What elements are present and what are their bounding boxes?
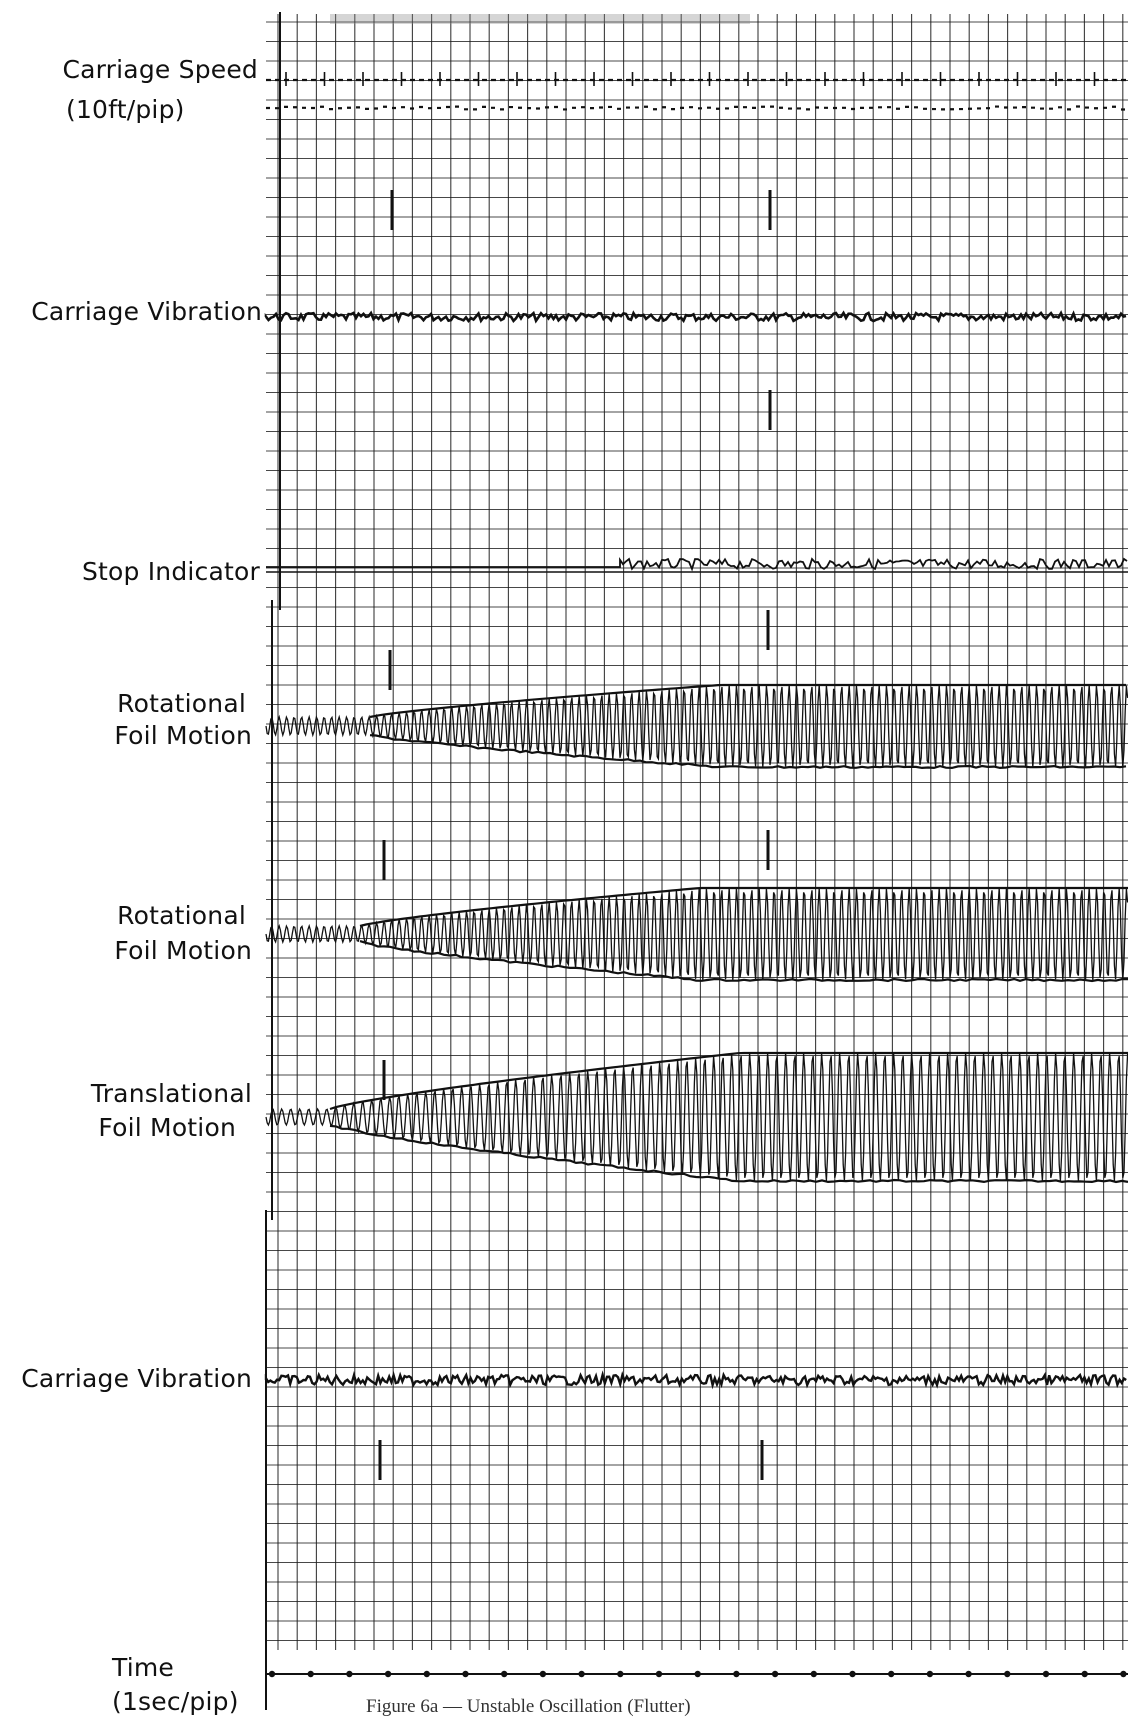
time-pip-3: [384, 1670, 392, 1678]
trace-rotational-foil-motion-1: [265, 685, 1128, 767]
time-pip-22: [1120, 1670, 1127, 1678]
time-pip-5: [462, 1670, 469, 1678]
trace-rotational-foil-motion-1-lower-envelope: [369, 734, 1127, 770]
time-pip-12: [733, 1670, 740, 1678]
label-foil-motion-3: Foil Motion: [98, 1113, 236, 1142]
time-pip-9: [617, 1670, 624, 1678]
time-pip-1: [307, 1670, 314, 1678]
label-carriage-vibration-top: Carriage Vibration: [31, 297, 262, 326]
time-pip-20: [1042, 1670, 1050, 1678]
trace-carriage-speed: [266, 78, 1126, 111]
trace-rotational-foil-motion-1-upper-envelope: [369, 683, 1126, 719]
time-pip-10: [655, 1670, 663, 1678]
time-pip-16: [888, 1670, 895, 1678]
label-carriage-speed: Carriage Speed: [62, 55, 258, 84]
time-pip-17: [926, 1670, 934, 1678]
time-pip-8: [578, 1670, 585, 1678]
time-pip-0: [268, 1670, 276, 1678]
trace-translational-foil-motion-lower-envelope: [329, 1124, 1128, 1184]
trace-carriage-vibration-top: [264, 310, 1127, 324]
label-translational: Translational: [90, 1079, 252, 1108]
label-rotational-1: Rotational: [117, 689, 246, 718]
trace-rotational-foil-motion-2-upper-envelope: [359, 886, 1128, 928]
time-pip-14: [810, 1670, 817, 1678]
trace-translational-foil-motion-upper-envelope: [329, 1051, 1128, 1111]
time-pip-4: [423, 1670, 430, 1678]
time-pip-11: [694, 1670, 701, 1678]
time-pip-21: [1081, 1670, 1088, 1678]
time-pip-7: [539, 1670, 547, 1678]
label-foil-motion-1: Foil Motion: [114, 721, 252, 750]
trace-rotational-foil-motion-2: [265, 888, 1128, 980]
label-carriage-speed-unit: (10ft/pip): [66, 95, 185, 124]
left-border: [265, 12, 281, 1710]
time-pip-19: [1004, 1670, 1011, 1678]
timing-marks: [378, 190, 772, 1480]
grid-horizontal-lines: [266, 21, 1128, 1641]
label-rotational-2: Rotational: [117, 901, 246, 930]
time-pip-18: [965, 1670, 972, 1678]
label-time: Time: [112, 1653, 174, 1682]
time-pip-2: [346, 1670, 353, 1678]
label-time-unit: (1sec/pip): [112, 1687, 239, 1716]
time-pip-13: [771, 1670, 779, 1678]
label-foil-motion-2: Foil Motion: [114, 936, 252, 965]
trace-translational-foil-motion: [265, 1053, 1128, 1181]
trace-rotational-foil-motion-2-lower-envelope: [359, 940, 1128, 983]
trace-carriage-speed-pips: [285, 72, 1096, 86]
trace-stop-indicator: [266, 557, 1128, 572]
trace-carriage-vibration-bottom: [264, 1370, 1127, 1390]
top-speckle: [330, 14, 750, 24]
time-pip-15: [849, 1670, 856, 1678]
label-stop-indicator: Stop Indicator: [81, 557, 260, 586]
figure-caption: Figure 6a — Unstable Oscillation (Flutte…: [366, 1696, 691, 1717]
label-carriage-vibration-bottom: Carriage Vibration: [21, 1364, 252, 1393]
grid-vertical-lines: [277, 14, 1124, 1650]
time-pip-6: [501, 1670, 508, 1678]
